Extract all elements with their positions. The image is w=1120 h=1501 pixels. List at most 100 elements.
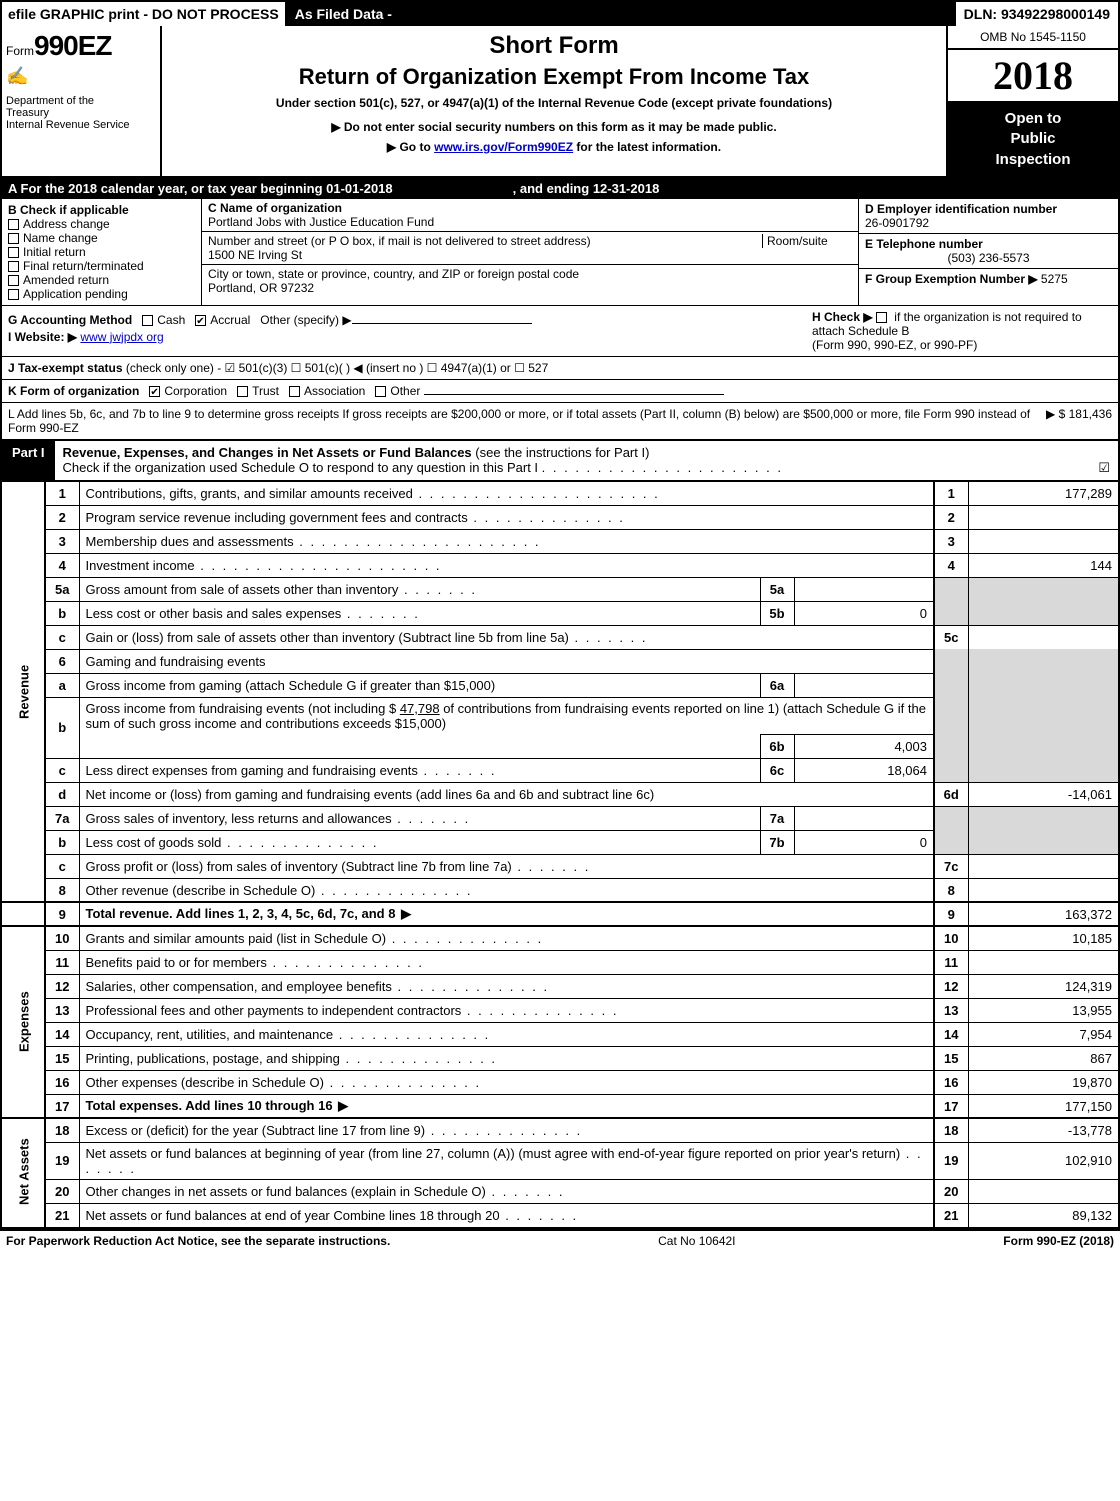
cb-trust[interactable] [237,386,248,397]
section-bcd: B Check if applicable Address change Nam… [2,199,1118,306]
dln-label: DLN: 93492298000149 [954,2,1118,26]
ein-value: 26-0901792 [865,216,1112,230]
header-right: OMB No 1545-1150 2018 Open to Public Ins… [948,26,1118,176]
footer: For Paperwork Reduction Act Notice, see … [0,1229,1120,1251]
ln1-desc: Contributions, gifts, grants, and simila… [79,481,934,505]
ln13-val: 13,955 [968,998,1118,1022]
row-k: K Form of organization Corporation Trust… [2,380,1118,403]
top-bar: efile GRAPHIC print - DO NOT PROCESS As … [2,2,1118,26]
city-value: Portland, OR 97232 [208,281,852,295]
ln12-desc: Salaries, other compensation, and employ… [79,974,934,998]
ln5b-sv: 0 [794,601,934,625]
cb-other[interactable] [375,386,386,397]
form-prefix: Form [6,44,34,58]
goto-pre: ▶ Go to [387,140,434,154]
ln6b-amount: 47,798 [400,701,440,716]
irs-link[interactable]: www.irs.gov/Form990EZ [434,140,573,154]
ln5a-sv [794,577,934,601]
b-label: B Check if applicable [8,203,195,217]
cb-initial-return[interactable]: Initial return [8,245,195,259]
cb-accrual[interactable] [195,315,206,326]
ln6b-desc-bot [79,734,760,758]
h-block: H Check ▶ if the organization is not req… [812,310,1112,352]
cat-expenses: Expenses [2,926,45,1118]
ln20-val [968,1179,1118,1203]
ein-box: D Employer identification number 26-0901… [859,199,1118,234]
short-form-title: Short Form [170,32,938,60]
l-text: L Add lines 5b, 6c, and 7b to line 9 to … [8,407,1038,435]
cb-assoc[interactable] [289,386,300,397]
ln6-desc: Gaming and fundraising events [79,649,934,673]
ln8-num: 8 [45,878,79,902]
ln5a-sn: 5a [760,577,794,601]
header: Form990EZ ✍ Department of the Treasury I… [2,26,1118,178]
cb-final-return[interactable]: Final return/terminated [8,259,195,273]
tel-label: E Telephone number [865,237,1112,251]
part-1-label: Part I [2,441,55,480]
k-other-input[interactable] [424,394,724,395]
ln7a-sn: 7a [760,806,794,830]
dept-line1: Department of the [6,95,156,107]
ln2-desc: Program service revenue including govern… [79,505,934,529]
tax-year: 2018 [948,50,1118,103]
website-link[interactable]: www jwjpdx org [80,330,163,344]
ln6-num: 6 [45,649,79,673]
row-a-pre: A For the 2018 calendar year, or tax yea… [8,181,326,196]
tax-year-begin: 01-01-2018 [326,181,393,196]
ln7c-desc: Gross profit or (loss) from sales of inv… [79,854,934,878]
group-value: 5275 [1041,272,1068,286]
ln7c-val [968,854,1118,878]
cat-revenue: Revenue [2,481,45,902]
ln4-val: 144 [968,553,1118,577]
ln20-desc: Other changes in net assets or fund bala… [79,1179,934,1203]
ln3-box: 3 [934,529,968,553]
open-line2: Public [952,129,1114,149]
ln19-box: 19 [934,1142,968,1179]
ln15-val: 867 [968,1046,1118,1070]
ln4-num: 4 [45,553,79,577]
ln6c-sv: 18,064 [794,758,934,782]
addr-label: Number and street (or P O box, if mail i… [208,234,762,248]
ln7c-num: c [45,854,79,878]
cb-address-change[interactable]: Address change [8,217,195,231]
ln18-val: -13,778 [968,1118,1118,1142]
header-center: Short Form Return of Organization Exempt… [162,26,948,176]
open-line3: Inspection [952,150,1114,170]
cb-amended-return[interactable]: Amended return [8,273,195,287]
ln10-val: 10,185 [968,926,1118,950]
cb-h[interactable] [876,312,887,323]
ln12-num: 12 [45,974,79,998]
ln16-val: 19,870 [968,1070,1118,1094]
cb-corp[interactable] [149,386,160,397]
ln9-desc: Total revenue. Add lines 1, 2, 3, 4, 5c,… [79,902,934,926]
part-1-header: Part I Revenue, Expenses, and Changes in… [2,440,1118,481]
ln12-box: 12 [934,974,968,998]
ln6a-sn: 6a [760,673,794,697]
cb-application-pending[interactable]: Application pending [8,287,195,301]
addr-box: Number and street (or P O box, if mail i… [202,232,858,265]
form-title: Return of Organization Exempt From Incom… [170,64,938,90]
ln11-box: 11 [934,950,968,974]
goto-row: ▶ Go to www.irs.gov/Form990EZ for the la… [170,140,938,154]
ln21-num: 21 [45,1203,79,1227]
l-amount: ▶ $ 181,436 [1046,407,1112,435]
ln18-box: 18 [934,1118,968,1142]
as-filed-label: As Filed Data - [287,2,400,26]
ln11-val [968,950,1118,974]
part1-check-text: Check if the organization used Schedule … [63,460,539,475]
ln6a-desc: Gross income from gaming (attach Schedul… [79,673,760,697]
ln2-val [968,505,1118,529]
cb-name-change[interactable]: Name change [8,231,195,245]
group-label: F Group Exemption Number ▶ [865,272,1038,286]
ln6d-val: -14,061 [968,782,1118,806]
ln5a-num: 5a [45,577,79,601]
g-other-input[interactable] [352,323,532,324]
col-b: B Check if applicable Address change Nam… [2,199,202,305]
ln14-num: 14 [45,1022,79,1046]
ln5a-boxshade [934,577,968,601]
ln5c-desc: Gain or (loss) from sale of assets other… [79,625,934,649]
ln2-num: 2 [45,505,79,529]
row-j: J Tax-exempt status (check only one) - ☑… [2,357,1118,380]
street-address: 1500 NE Irving St [208,248,852,262]
cb-cash[interactable] [142,315,153,326]
